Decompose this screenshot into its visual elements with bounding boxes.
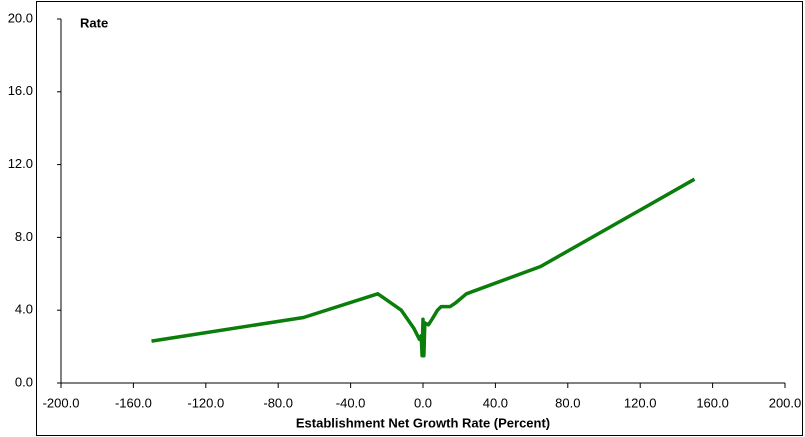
y-tick-label: 12.0 xyxy=(8,156,33,171)
y-tick-label: 8.0 xyxy=(15,229,33,244)
x-tick-label: 80.0 xyxy=(555,395,580,410)
x-tick-label: 200.0 xyxy=(769,395,802,410)
x-tick-label: -80.0 xyxy=(263,395,293,410)
y-tick-label: 4.0 xyxy=(15,302,33,317)
x-tick-label: 160.0 xyxy=(696,395,729,410)
y-tick-label: 16.0 xyxy=(8,83,33,98)
chart-frame xyxy=(36,1,803,436)
x-tick-label: -120.0 xyxy=(187,395,224,410)
x-tick-label: -160.0 xyxy=(115,395,152,410)
x-tick-label: 40.0 xyxy=(483,395,508,410)
x-tick-label: 0.0 xyxy=(414,395,432,410)
x-tick-label: 120.0 xyxy=(624,395,657,410)
data-line xyxy=(151,177,696,358)
x-tick-label: -40.0 xyxy=(336,395,366,410)
y-axis-title: Rate xyxy=(80,15,108,30)
x-axis-title: Establishment Net Growth Rate (Percent) xyxy=(296,415,550,430)
x-tick-label: -200.0 xyxy=(43,395,80,410)
y-tick-label: 20.0 xyxy=(8,10,33,25)
y-tick-label: 0.0 xyxy=(15,374,33,389)
